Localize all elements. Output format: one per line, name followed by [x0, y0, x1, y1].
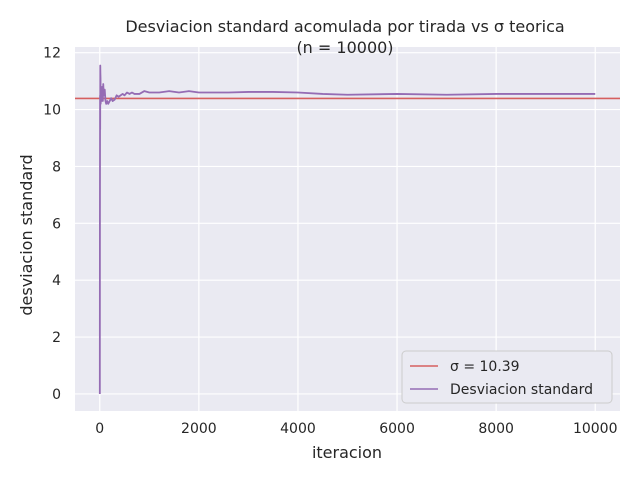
- y-tick-label: 6: [52, 216, 61, 232]
- series-line-desviacion-standard: [98, 64, 596, 394]
- y-tick-label: 4: [52, 273, 61, 289]
- y-tick-label: 10: [43, 103, 61, 119]
- legend-reference-label: σ = 10.39: [450, 359, 520, 375]
- x-tick-label: 0: [95, 421, 104, 437]
- y-tick-label: 12: [43, 46, 61, 62]
- x-tick-label: 8000: [478, 421, 514, 437]
- legend-box: [401, 350, 613, 404]
- x-axis-label: iteracion: [312, 443, 382, 462]
- x-tick-labels: 0 2000 4000 6000 8000 10000: [95, 421, 617, 437]
- x-tick-label: 4000: [280, 421, 316, 437]
- legend: σ = 10.39 Desviacion standard: [401, 350, 613, 404]
- x-tick-label: 10000: [573, 421, 618, 437]
- x-tick-label: 2000: [181, 421, 217, 437]
- y-tick-label: 2: [52, 330, 61, 346]
- chart-title: Desviacion standard acomulada por tirada…: [125, 17, 564, 36]
- y-axis-label: desviacion standard: [17, 154, 36, 315]
- plot-background: [75, 47, 620, 411]
- y-tick-labels: 0 2 4 6 8 10 12: [43, 46, 61, 403]
- x-tick-label: 6000: [379, 421, 415, 437]
- y-tick-label: 8: [52, 159, 61, 175]
- series-layer: [75, 64, 620, 394]
- legend-series-label: Desviacion standard: [450, 382, 593, 398]
- chart-subtitle: (n = 10000): [296, 38, 393, 57]
- y-tick-label: 0: [52, 387, 61, 403]
